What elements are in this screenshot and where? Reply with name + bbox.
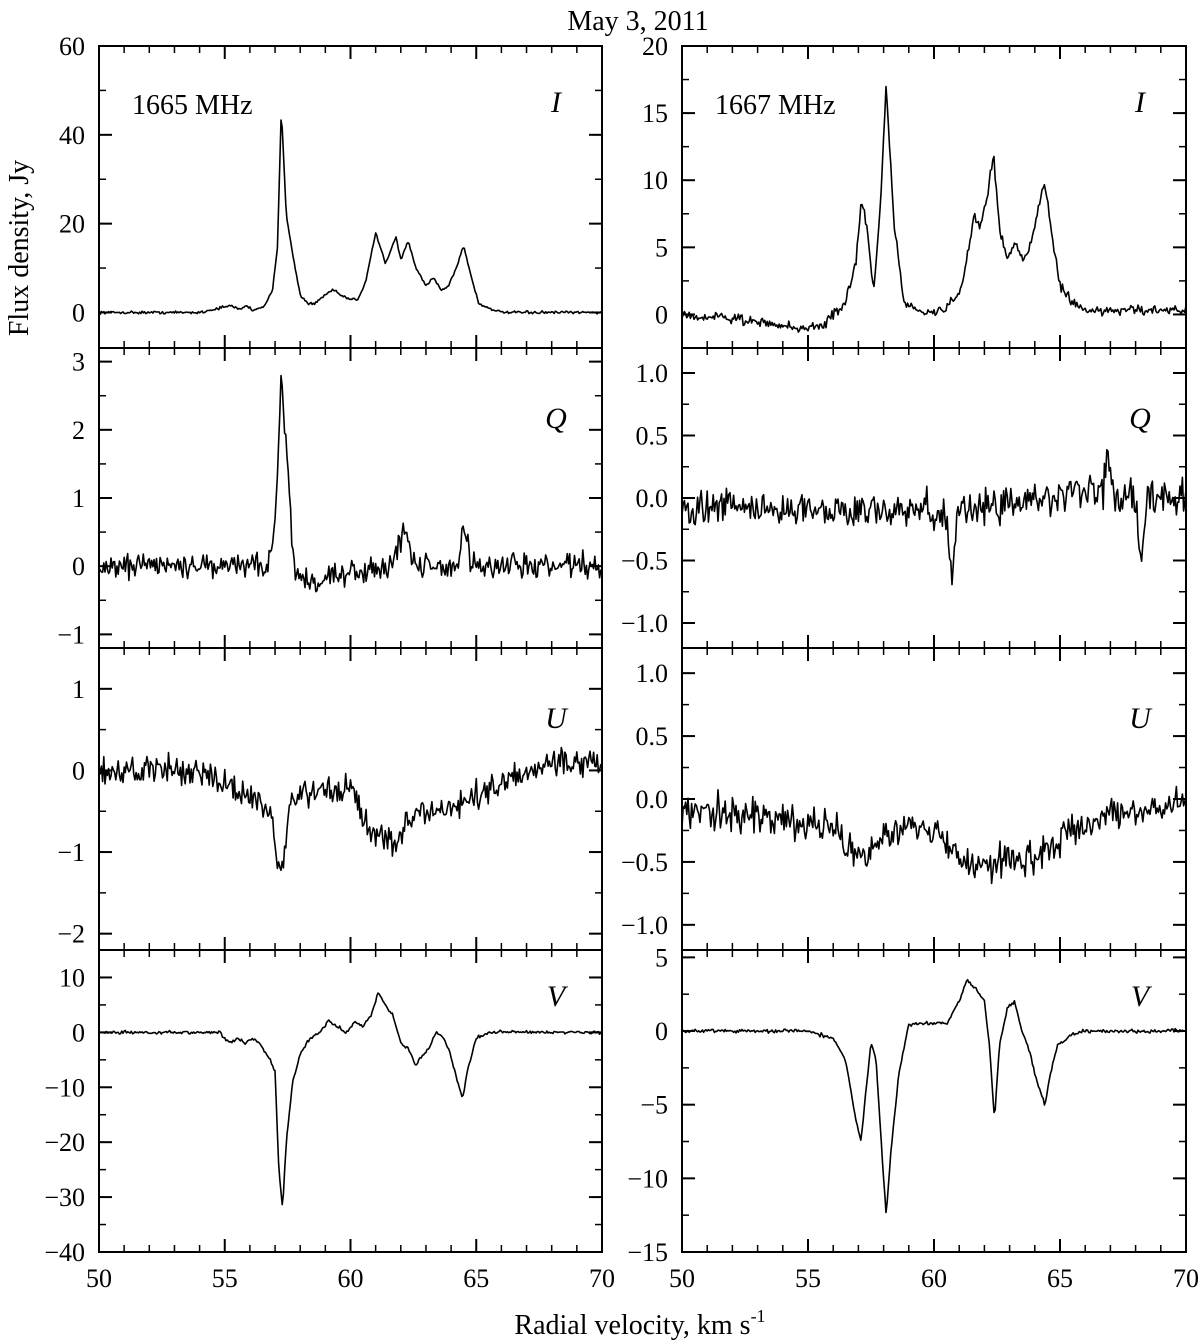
- y-tick-label: −5: [640, 1091, 668, 1120]
- panel-1: 0 20 40 60 I 1665 MHz: [59, 32, 603, 349]
- panel-8: −15 −10 −5 0 5 50 55 60 65 70 V: [627, 943, 1199, 1293]
- panel-frame: [681, 949, 1187, 1253]
- y-tick-label: −10: [44, 1073, 85, 1102]
- panel-7: −40 −30 −20 −10 0 10 50 55 60 65 70 V: [44, 949, 615, 1293]
- y-tick-label: 0: [72, 298, 85, 327]
- series-line-I: [681, 85, 1187, 333]
- y-tick-label: 0.5: [636, 722, 669, 751]
- y-tick-label: −1: [57, 620, 85, 649]
- y-tick-label: 0: [655, 1017, 668, 1046]
- series-line-U: [681, 785, 1187, 885]
- panel-2: 0 5 10 15 20 I 1667 MHz: [642, 32, 1187, 349]
- y-tick-label: 1.0: [636, 359, 669, 388]
- y-tick-label: −10: [627, 1164, 668, 1193]
- y-tick-label: 5: [655, 943, 668, 972]
- series-line-Q: [98, 374, 603, 593]
- y-tick-label: 2: [72, 416, 85, 445]
- y-tick-label: 0.5: [636, 422, 669, 451]
- panel-frame: [98, 347, 603, 649]
- y-tick-label: −1.0: [621, 911, 668, 940]
- y-tick-label: −15: [627, 1238, 668, 1267]
- series-line-I: [98, 119, 603, 316]
- y-tick-label: 40: [59, 121, 85, 150]
- panel-4: −1.0 −0.5 0.0 0.5 1.0 Q: [621, 347, 1187, 649]
- x-tick-label: 55: [212, 1264, 238, 1293]
- y-axis-title: Flux density, Jy: [4, 160, 35, 336]
- panel-frame: [98, 949, 603, 1253]
- panel-frame: [98, 647, 603, 951]
- stokes-label: Q: [545, 402, 567, 435]
- y-tick-label: 20: [642, 32, 668, 61]
- panel-5: −2 −1 0 1 U: [57, 647, 603, 951]
- y-tick-label: 10: [59, 963, 85, 992]
- x-tick-label: 70: [1173, 1264, 1199, 1293]
- series-line-U: [98, 746, 603, 872]
- panel-frame: [681, 647, 1187, 951]
- stokes-label: I: [1134, 86, 1147, 119]
- x-tick-label: 65: [1047, 1264, 1073, 1293]
- y-tick-label: 0.0: [636, 484, 669, 513]
- y-tick-label: 0: [72, 552, 85, 581]
- y-tick-label: 60: [59, 32, 85, 61]
- x-axis-title-sup: -1: [751, 1306, 766, 1326]
- y-tick-label: −0.5: [621, 547, 668, 576]
- panel-3: −1 0 1 2 3 Q: [57, 347, 603, 649]
- y-tick-label: 1.0: [636, 659, 669, 688]
- y-tick-label: 3: [72, 348, 85, 377]
- x-tick-label: 50: [86, 1264, 112, 1293]
- frequency-label: 1667 MHz: [715, 90, 836, 121]
- x-axis-title-main: Radial velocity, km s: [514, 1310, 750, 1341]
- series-line-V: [681, 978, 1187, 1214]
- y-tick-label: −30: [44, 1183, 85, 1212]
- stokes-label: I: [550, 86, 563, 119]
- y-tick-label: −2: [57, 920, 85, 949]
- y-tick-label: −1: [57, 838, 85, 867]
- series-line-V: [98, 992, 603, 1206]
- y-tick-label: 5: [655, 233, 668, 262]
- x-tick-label: 50: [669, 1264, 695, 1293]
- panel-frame: [681, 347, 1187, 649]
- y-tick-label: −1.0: [621, 609, 668, 638]
- y-tick-label: 0: [72, 1018, 85, 1047]
- y-tick-label: 0: [655, 300, 668, 329]
- frequency-label: 1665 MHz: [132, 90, 253, 121]
- x-tick-label: 70: [589, 1264, 615, 1293]
- y-tick-label: −40: [44, 1238, 85, 1267]
- stokes-label: U: [1129, 702, 1153, 735]
- stokes-label: U: [545, 702, 569, 735]
- y-tick-label: 0: [72, 756, 85, 785]
- y-tick-label: 0.0: [636, 785, 669, 814]
- x-axis-title: Radial velocity, km s-1: [514, 1306, 765, 1341]
- y-tick-label: 1: [72, 484, 85, 513]
- y-tick-label: −0.5: [621, 848, 668, 877]
- figure-title: May 3, 2011: [567, 6, 708, 37]
- y-tick-label: −20: [44, 1128, 85, 1157]
- stokes-label: Q: [1129, 402, 1151, 435]
- stokes-label: V: [547, 980, 569, 1013]
- x-tick-label: 60: [338, 1264, 364, 1293]
- series-line-Q: [681, 448, 1187, 586]
- x-tick-label: 55: [795, 1264, 821, 1293]
- y-tick-label: 10: [642, 166, 668, 195]
- panel-6: −1.0 −0.5 0.0 0.5 1.0 U: [621, 647, 1187, 951]
- y-tick-label: 20: [59, 210, 85, 239]
- x-tick-label: 65: [463, 1264, 489, 1293]
- stokes-label: V: [1131, 980, 1153, 1013]
- x-tick-label: 60: [921, 1264, 947, 1293]
- y-tick-label: 15: [642, 99, 668, 128]
- y-tick-label: 1: [72, 675, 85, 704]
